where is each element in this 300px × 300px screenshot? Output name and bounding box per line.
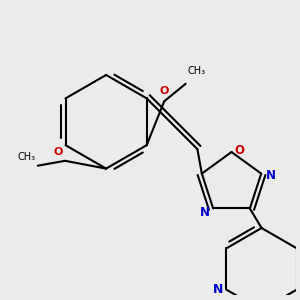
Text: N: N <box>213 283 224 296</box>
Text: N: N <box>266 169 276 182</box>
Text: N: N <box>200 206 210 219</box>
Text: O: O <box>54 147 63 157</box>
Text: O: O <box>160 86 169 96</box>
Text: CH₃: CH₃ <box>18 152 36 162</box>
Text: O: O <box>234 144 244 157</box>
Text: CH₃: CH₃ <box>188 66 206 76</box>
